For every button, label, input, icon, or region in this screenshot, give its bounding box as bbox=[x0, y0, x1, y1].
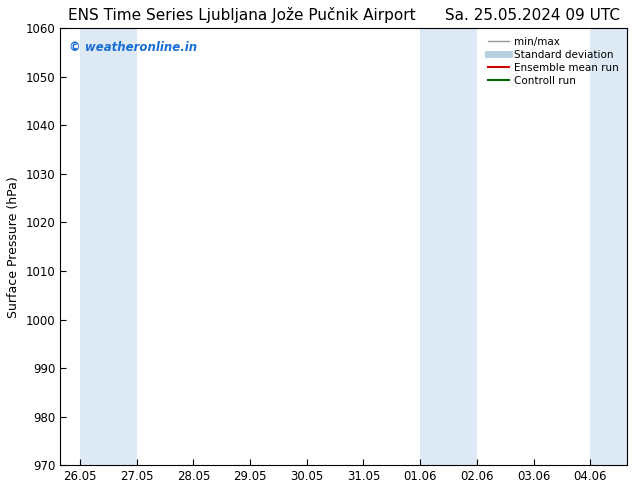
Bar bbox=[80, 28, 137, 465]
Y-axis label: Surface Pressure (hPa): Surface Pressure (hPa) bbox=[7, 176, 20, 318]
Bar bbox=[420, 28, 448, 465]
Legend: min/max, Standard deviation, Ensemble mean run, Controll run: min/max, Standard deviation, Ensemble me… bbox=[484, 32, 623, 90]
Title: ENS Time Series Ljubljana Jože Pučnik Airport      Sa. 25.05.2024 09 UTC: ENS Time Series Ljubljana Jože Pučnik Ai… bbox=[68, 7, 619, 23]
Bar bbox=[590, 28, 627, 465]
Text: © weatheronline.in: © weatheronline.in bbox=[68, 41, 197, 54]
Bar bbox=[448, 28, 477, 465]
